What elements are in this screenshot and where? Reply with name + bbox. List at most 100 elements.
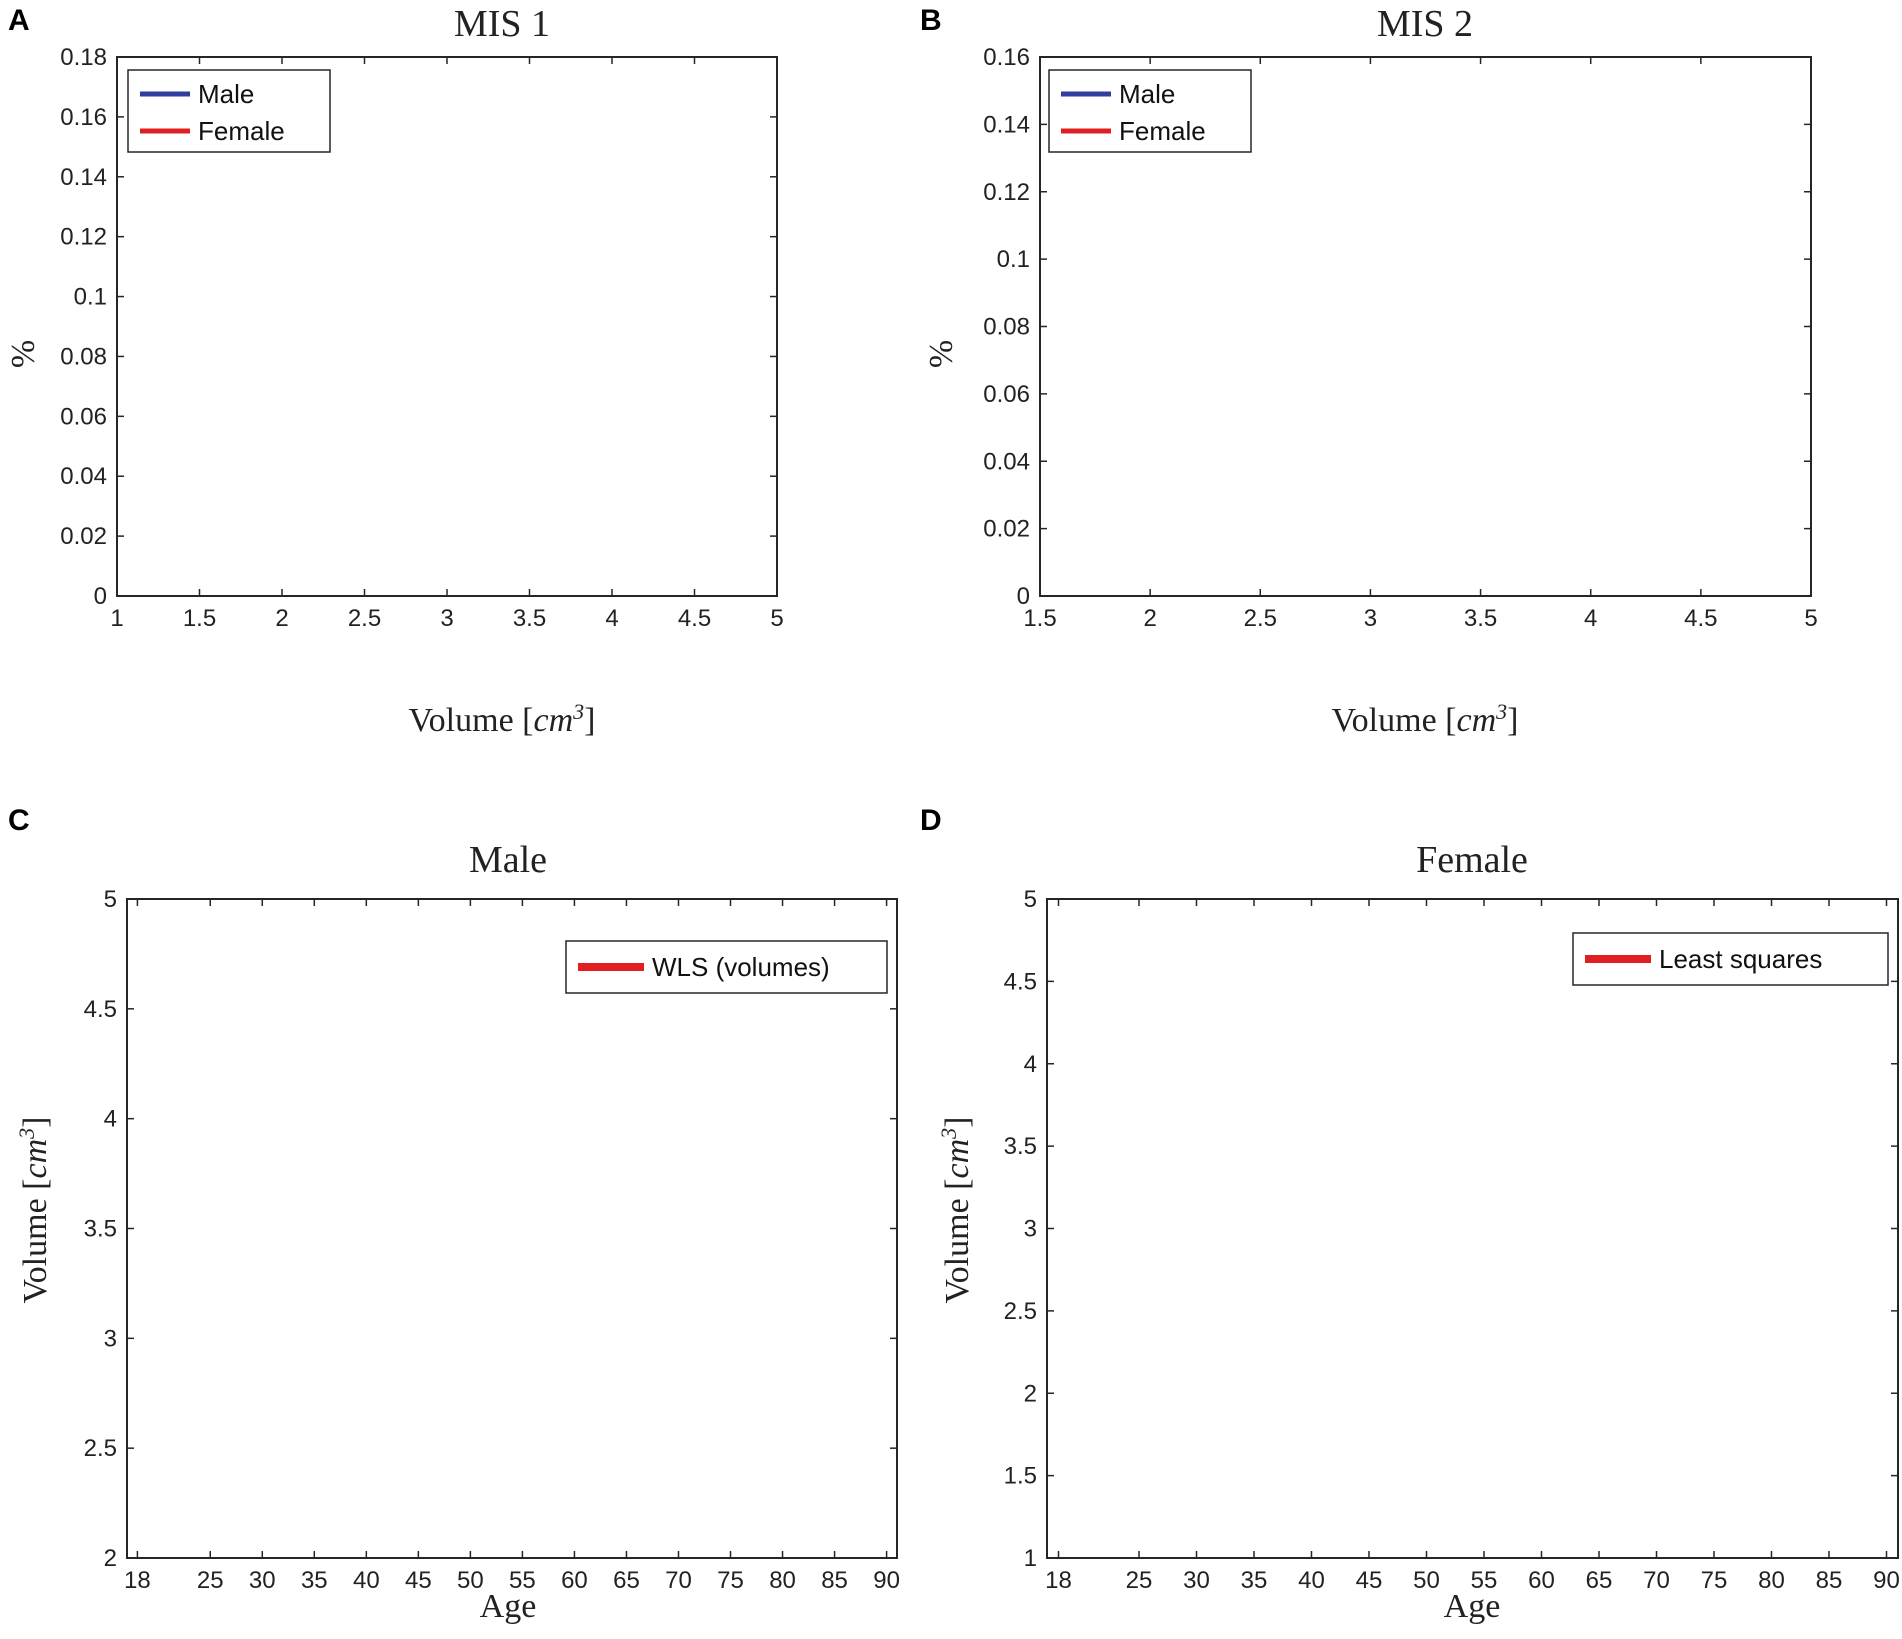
x-tick-label: 3 (440, 605, 453, 632)
y-tick-label: 5 (1024, 886, 1037, 913)
y-axis-label: % (923, 340, 960, 368)
y-tick-label: 3.5 (84, 1216, 117, 1243)
x-tick-label: 4.5 (678, 605, 711, 632)
x-axis: 1 1.5 2 2.5 3 3.5 4 4.5 5 (110, 57, 784, 632)
chart-mis1: MIS 1 Volume [cm3] % 1 1.5 2 2.5 3 3.5 4 4.5 500… (5, 3, 784, 739)
legend-box (1048, 69, 1252, 153)
chart-title: Female (1416, 839, 1528, 881)
x-tick-label: 50 (457, 1567, 484, 1594)
panel-letter-b: B (920, 4, 942, 37)
y-tick-label: 0.16 (60, 104, 107, 131)
panel-letter-a: A (8, 4, 30, 37)
y-tick-label: 2.5 (84, 1435, 117, 1462)
y-axis-label-exp: 3 (14, 1128, 39, 1140)
x-axis-label-unit: cm (1457, 702, 1497, 739)
x-tick-label: 4 (605, 605, 618, 632)
y-axis-label: Volume [cm3] (14, 1117, 54, 1304)
y-tick-label: 2 (1024, 1380, 1037, 1407)
y-tick-label: 0.12 (60, 224, 107, 251)
x-axis-label-exp: 3 (1495, 699, 1507, 724)
y-tick-label: 0.06 (983, 381, 1030, 408)
x-tick-label: 3 (1364, 605, 1377, 632)
x-tick-label: 1 (110, 605, 123, 632)
x-axis-label: Age (1444, 1588, 1501, 1625)
x-tick-label: 80 (1758, 1567, 1785, 1594)
x-axis-label-unit: cm (534, 702, 574, 739)
y-axis-label-main: Volume (939, 1198, 976, 1303)
chart-title: MIS 1 (454, 3, 550, 45)
legend-box (1572, 932, 1889, 986)
x-axis-label: Age (480, 1588, 537, 1625)
x-tick-label: 2.5 (1244, 605, 1277, 632)
legend-label-male: Male (198, 79, 254, 109)
x-tick-label: 2.5 (348, 605, 381, 632)
y-tick-label: 0.14 (983, 111, 1030, 138)
x-tick-label: 85 (1816, 1567, 1843, 1594)
x-tick-label: 30 (1183, 1567, 1210, 1594)
legend-label-female: Female (1119, 116, 1206, 146)
x-axis-label-main: Volume (1332, 702, 1437, 739)
x-tick-label: 55 (1471, 1567, 1498, 1594)
legend: Male Female (1048, 69, 1252, 153)
x-tick-label: 50 (1413, 1567, 1440, 1594)
legend-label-fit: WLS (volumes) (652, 952, 830, 982)
chart-female: Female Age Volume [cm3] ****************… (936, 839, 1900, 1625)
x-tick-label: 35 (301, 1567, 328, 1594)
x-tick-label: 60 (1528, 1567, 1555, 1594)
x-axis-label-main: Volume (409, 702, 514, 739)
y-axis: 2 2.5 3 3.5 4 4.5 5 (84, 886, 897, 1572)
x-tick-label: 2 (1143, 605, 1156, 632)
legend-label-male: Male (1119, 79, 1175, 109)
y-axis-label: % (5, 340, 42, 368)
y-axis-label-main: Volume (17, 1198, 54, 1303)
legend: Male Female (127, 69, 331, 153)
x-tick-label: 18 (1045, 1567, 1072, 1594)
chart-title: MIS 2 (1377, 3, 1473, 45)
panel-letter-d: D (920, 804, 942, 837)
x-tick-label: 85 (821, 1567, 848, 1594)
plot-frame (126, 898, 898, 1559)
y-axis-label-unit: cm (939, 1139, 976, 1179)
y-axis: 1 1.5 2 2.5 3 3.5 4 4.5 5 (1004, 886, 1898, 1572)
legend-label-female: Female (198, 116, 285, 146)
x-tick-label: 35 (1241, 1567, 1268, 1594)
y-tick-label: 0.1 (74, 284, 107, 311)
x-tick-label: 65 (613, 1567, 640, 1594)
y-tick-label: 0.06 (60, 403, 107, 430)
x-tick-label: 65 (1586, 1567, 1613, 1594)
legend: WLS (volumes) (565, 940, 888, 994)
x-tick-label: 3.5 (513, 605, 546, 632)
y-tick-label: 0.04 (60, 463, 107, 490)
y-axis-label-unit: cm (17, 1139, 54, 1179)
chart-mis2: MIS 2 Volume [cm3] % 1.5 2 2.5 3 3.5 4 4.5 5 0 0.… (923, 3, 1818, 739)
chart-male: Male Age Volume [cm3] ******************… (14, 839, 900, 1625)
y-tick-label: 4.5 (1004, 968, 1037, 995)
x-tick-label: 5 (1804, 605, 1817, 632)
x-tick-label: 45 (1356, 1567, 1383, 1594)
legend-label-fit: Least squares (1659, 944, 1822, 974)
y-tick-label: 1.5 (1004, 1463, 1037, 1490)
x-tick-label: 70 (665, 1567, 692, 1594)
x-tick-label: 45 (405, 1567, 432, 1594)
y-tick-label: 0 (94, 583, 107, 610)
y-axis: 0 0.02 0.04 0.06 0.08 0.1 0.12 0.14 0.16 (983, 44, 1811, 610)
y-tick-label: 0.14 (60, 164, 107, 191)
y-tick-label: 0.12 (983, 179, 1030, 206)
plot-frame (1046, 898, 1899, 1559)
x-axis-label: Volume [cm3] (409, 699, 596, 739)
y-tick-label: 0 (1017, 583, 1030, 610)
legend-box (127, 69, 331, 153)
y-tick-label: 0.1 (997, 246, 1030, 273)
x-tick-label: 75 (1701, 1567, 1728, 1594)
x-tick-label: 90 (1873, 1567, 1900, 1594)
y-tick-label: 5 (104, 886, 117, 913)
y-tick-label: 0.18 (60, 44, 107, 71)
x-tick-label: 75 (717, 1567, 744, 1594)
x-tick-label: 80 (769, 1567, 796, 1594)
x-tick-label: 90 (873, 1567, 900, 1594)
y-tick-label: 0.02 (60, 523, 107, 550)
y-tick-label: 0.04 (983, 448, 1030, 475)
y-tick-label: 3 (104, 1325, 117, 1352)
x-axis: 1.5 2 2.5 3 3.5 4 4.5 5 (1023, 57, 1818, 632)
